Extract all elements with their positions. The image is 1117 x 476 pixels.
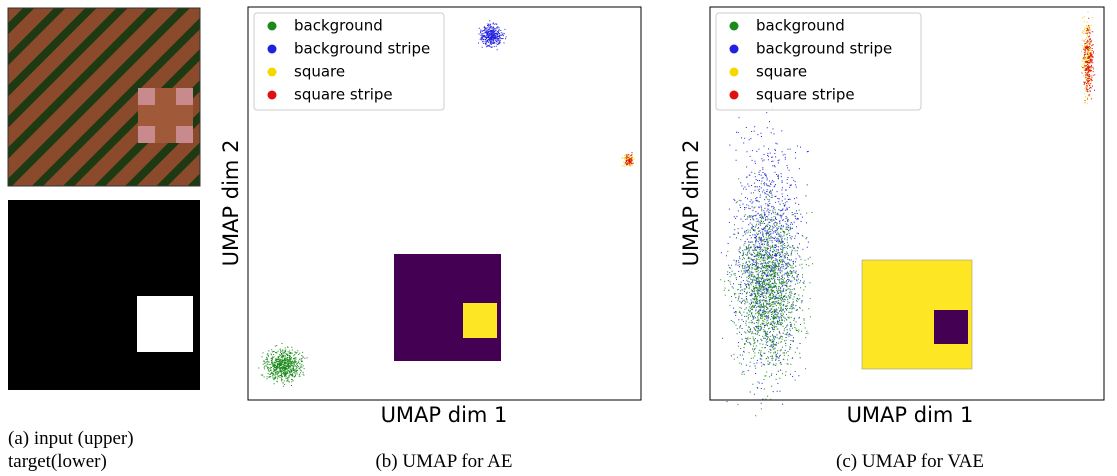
x-axis-label: UMAP dim 1 xyxy=(381,403,508,427)
caption: (a) input (upper) xyxy=(8,428,134,449)
legend-marker xyxy=(267,44,277,54)
legend-label: background xyxy=(294,17,383,35)
legend-label: square stripe xyxy=(294,86,393,104)
inset-square xyxy=(463,303,497,338)
point-cloud xyxy=(720,172,813,417)
point-cloud xyxy=(258,343,308,387)
legend-marker xyxy=(267,90,277,100)
legend-label: square stripe xyxy=(756,86,855,104)
caption: (b) UMAP for AE xyxy=(375,451,512,472)
x-axis-label: UMAP dim 1 xyxy=(847,403,974,427)
y-axis-label: UMAP dim 2 xyxy=(219,140,243,267)
legend-entries: background background stripe square square … xyxy=(729,17,892,104)
scatter xyxy=(258,20,635,387)
legend-marker xyxy=(267,21,277,31)
legend xyxy=(253,12,445,111)
legend-marker xyxy=(267,67,277,77)
plot-frame xyxy=(709,6,1105,401)
legend-marker xyxy=(729,90,739,100)
legend-marker xyxy=(729,44,739,54)
point-cloud xyxy=(1081,17,1096,101)
scatter xyxy=(720,11,1096,417)
legend-label: background stripe xyxy=(294,40,430,58)
point-cloud xyxy=(478,20,507,51)
plot-frame xyxy=(247,6,642,401)
legend xyxy=(715,12,922,111)
input-square xyxy=(138,88,193,143)
legend-label: background stripe xyxy=(756,40,892,58)
legend-marker xyxy=(729,21,739,31)
caption: (c) UMAP for VAE xyxy=(836,451,984,472)
caption: target(lower) xyxy=(8,451,107,472)
target-square xyxy=(137,296,193,352)
inset-square xyxy=(934,310,968,344)
target-image xyxy=(8,200,200,390)
legend-label: square xyxy=(294,63,345,81)
legend-label: background xyxy=(756,17,845,35)
legend-label: square xyxy=(756,63,807,81)
y-axis-label: UMAP dim 2 xyxy=(679,140,703,267)
legend-marker xyxy=(729,67,739,77)
legend-entries: background background stripe square square … xyxy=(267,17,430,104)
point-cloud xyxy=(624,152,634,166)
